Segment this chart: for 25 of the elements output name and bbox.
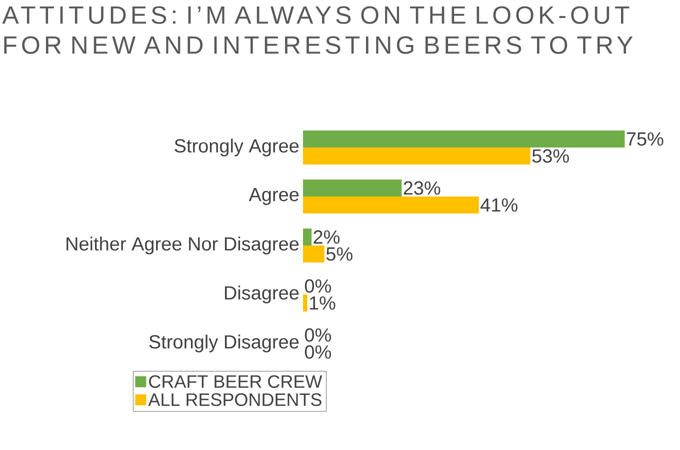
legend-label: CRAFT BEER CREW [149,375,322,388]
bar [303,148,530,164]
data-label: 41% [480,198,518,212]
bar [303,228,312,246]
data-label: 1% [310,296,336,310]
bar [303,130,625,148]
bar [303,294,308,312]
data-label: 2% [314,230,340,244]
data-label: 5% [326,247,352,261]
y-tick-label: Strongly Agree [174,138,299,156]
y-tick-label: Strongly Disagree [149,334,299,352]
data-label: 0% [304,328,331,342]
data-label: 0% [304,345,331,359]
data-label: 53% [532,149,569,163]
legend-label: ALL RESPONDENTS [148,393,322,406]
chart-title: ATTITUDES: I’M ALWAYS ON THE LOOK-OUT FOR NEW AND INTERESTING BEERS TO TRY [2,6,633,54]
data-label: 75% [626,132,664,146]
y-tick-label: Agree [248,188,299,205]
bar [303,180,402,197]
y-tick-label: Disagree [224,286,299,304]
bar [303,246,324,262]
bar [303,196,479,214]
data-label: 0% [304,279,331,293]
data-label: 23% [404,181,440,195]
y-tick-label: Neither Agree Nor Disagree [66,236,299,254]
